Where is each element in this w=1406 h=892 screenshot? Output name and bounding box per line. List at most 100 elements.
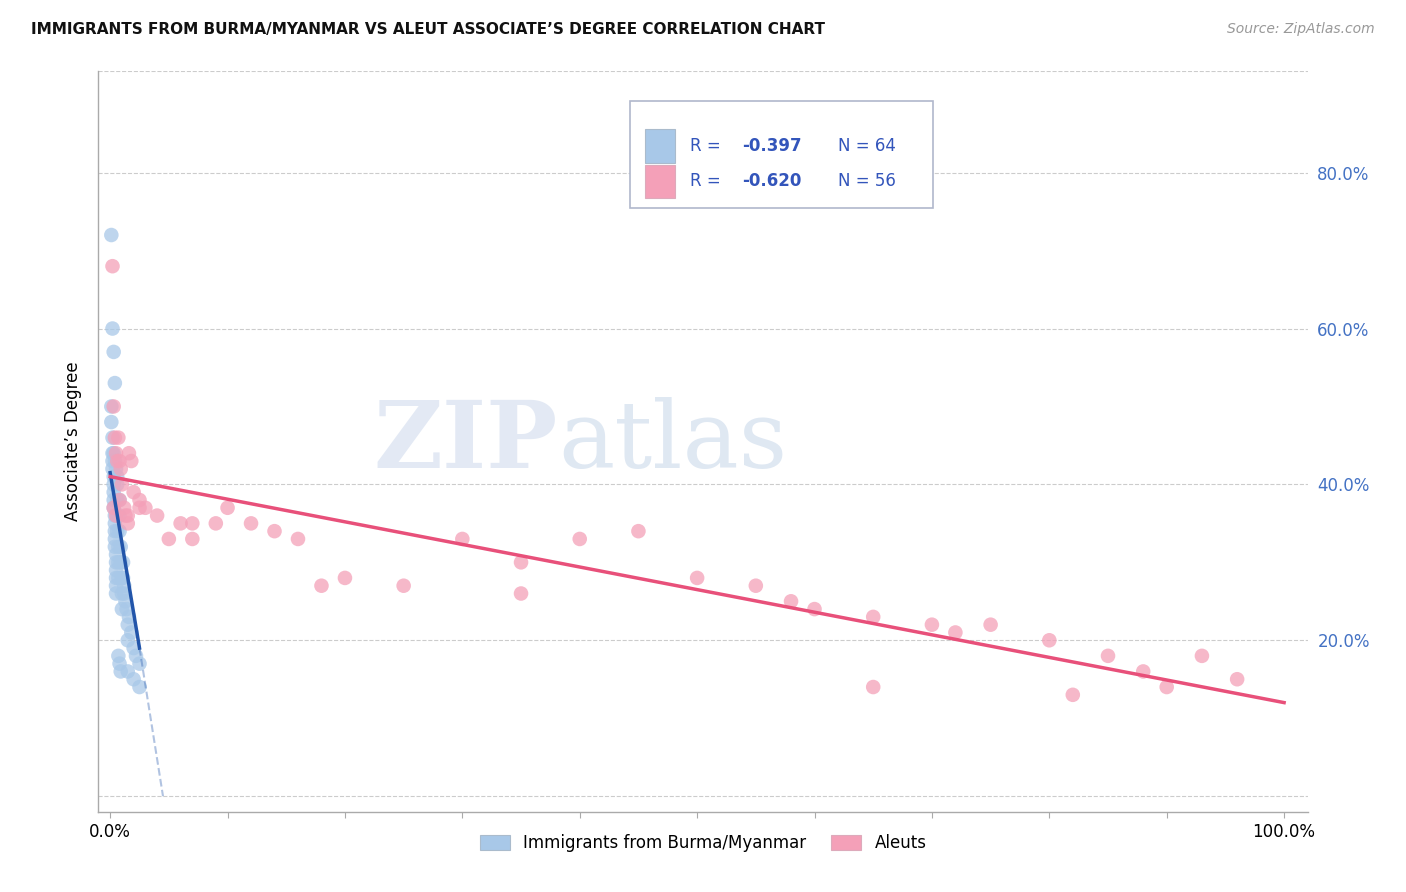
Point: [181, 516, 204, 531]
Point: [117, 665, 139, 679]
Point: [101, 321, 124, 335]
Point: [128, 500, 150, 515]
Point: [204, 516, 226, 531]
Point: [105, 493, 128, 508]
Point: [745, 579, 768, 593]
Point: [111, 477, 134, 491]
Point: [104, 431, 127, 445]
Point: [125, 648, 148, 663]
Point: [101, 446, 124, 460]
Point: [1156, 680, 1178, 694]
Point: [114, 508, 136, 523]
Point: [392, 579, 415, 593]
Point: [128, 657, 150, 671]
Point: [128, 680, 150, 694]
Text: N = 64: N = 64: [838, 137, 896, 155]
Point: [510, 586, 533, 600]
Point: [240, 516, 263, 531]
Point: [105, 508, 128, 523]
Point: [107, 431, 129, 445]
Point: [103, 485, 125, 500]
Point: [945, 625, 967, 640]
Point: [108, 508, 131, 523]
Point: [103, 500, 125, 515]
Point: [107, 571, 129, 585]
Point: [181, 532, 204, 546]
Point: [1097, 648, 1119, 663]
Point: [103, 493, 125, 508]
Point: [169, 516, 191, 531]
Point: [627, 524, 650, 538]
Text: IMMIGRANTS FROM BURMA/MYANMAR VS ALEUT ASSOCIATE’S DEGREE CORRELATION CHART: IMMIGRANTS FROM BURMA/MYANMAR VS ALEUT A…: [31, 22, 825, 37]
Point: [780, 594, 803, 608]
Point: [111, 602, 134, 616]
Point: [111, 586, 134, 600]
Point: [122, 672, 145, 686]
Point: [333, 571, 356, 585]
Point: [104, 532, 127, 546]
Point: [110, 555, 132, 569]
Point: [120, 454, 142, 468]
Point: [103, 469, 125, 483]
Point: [104, 540, 127, 554]
Text: R =: R =: [690, 172, 725, 191]
Point: [117, 516, 139, 531]
Point: [105, 446, 128, 460]
Point: [112, 555, 135, 569]
Text: R =: R =: [690, 137, 725, 155]
Point: [107, 648, 129, 663]
Point: [122, 641, 145, 656]
Point: [105, 462, 128, 476]
Point: [108, 657, 131, 671]
Point: [107, 540, 129, 554]
Y-axis label: Associate’s Degree: Associate’s Degree: [65, 362, 83, 521]
Point: [117, 633, 139, 648]
Point: [263, 524, 285, 538]
Point: [112, 500, 135, 515]
Point: [1038, 633, 1060, 648]
Point: [105, 555, 128, 569]
Point: [146, 508, 169, 523]
Point: [134, 500, 156, 515]
Point: [105, 477, 128, 491]
Point: [110, 540, 132, 554]
Point: [862, 680, 884, 694]
Point: [100, 415, 122, 429]
Point: [157, 532, 180, 546]
Point: [110, 665, 132, 679]
Point: [862, 610, 884, 624]
Point: [115, 602, 138, 616]
Point: [108, 493, 131, 508]
Point: [980, 617, 1002, 632]
Point: [120, 625, 142, 640]
Point: [100, 227, 122, 242]
Point: [118, 446, 141, 460]
Point: [122, 485, 145, 500]
Point: [100, 400, 122, 414]
Point: [1226, 672, 1249, 686]
Point: [101, 462, 124, 476]
Point: [105, 579, 128, 593]
Point: [105, 469, 128, 483]
Point: [105, 586, 128, 600]
Point: [287, 532, 309, 546]
Point: [686, 571, 709, 585]
Point: [1191, 648, 1213, 663]
Point: [921, 617, 943, 632]
Point: [103, 345, 125, 359]
Point: [103, 446, 125, 460]
Point: [107, 555, 129, 569]
Text: -0.397: -0.397: [742, 137, 801, 155]
Point: [112, 586, 135, 600]
Point: [105, 508, 128, 523]
Point: [104, 516, 127, 531]
Point: [117, 617, 139, 632]
Text: Source: ZipAtlas.com: Source: ZipAtlas.com: [1227, 22, 1375, 37]
Point: [311, 579, 333, 593]
Point: [101, 431, 124, 445]
Point: [118, 610, 141, 624]
Bar: [645, 165, 675, 198]
Point: [108, 493, 131, 508]
Point: [111, 571, 134, 585]
Point: [568, 532, 591, 546]
